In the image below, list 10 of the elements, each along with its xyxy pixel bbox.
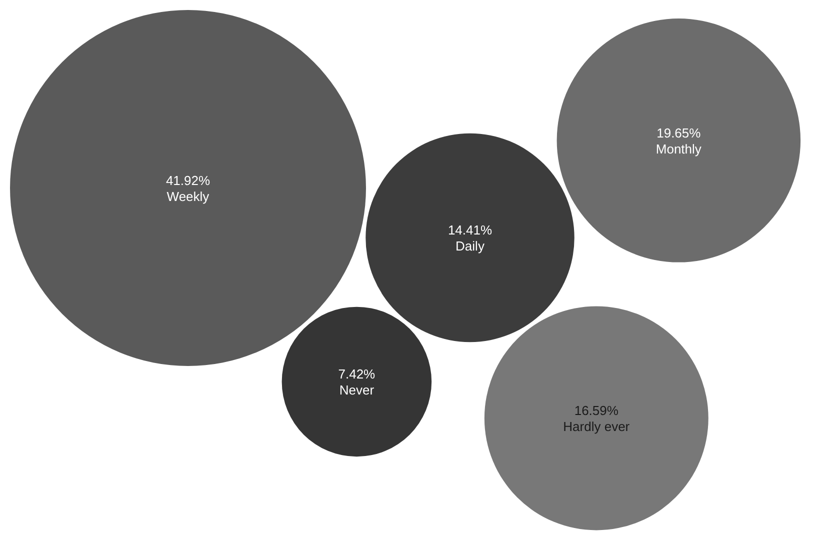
category-label: Never — [339, 382, 375, 398]
data-label: 16.59% — [574, 403, 619, 418]
data-label: 41.92% — [166, 173, 210, 188]
data-label: 19.65% — [656, 125, 702, 140]
category-label: Weekly — [166, 189, 210, 204]
category-label: Hardly ever — [563, 419, 630, 434]
category-label: Daily — [456, 238, 485, 254]
data-label: 14.41% — [448, 222, 492, 238]
category-label: Monthly — [656, 141, 702, 156]
data-label: 7.42% — [338, 366, 376, 382]
